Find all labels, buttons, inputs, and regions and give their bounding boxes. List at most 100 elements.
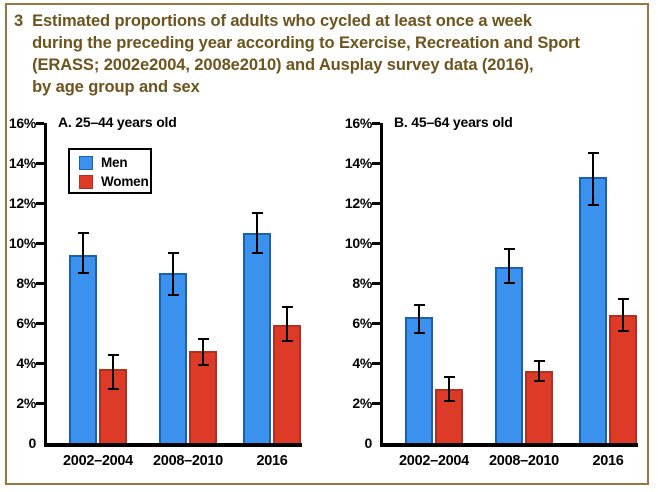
chart-panel-a: 0 2% 4% 6% 8% 10% 12% 14% 16% A. 25–44 years old 2… (0, 110, 330, 488)
error-bar-cap-bottom (587, 204, 599, 206)
y-tick (372, 242, 380, 245)
x-axis (380, 443, 638, 447)
error-bar-line-women-1 (538, 361, 540, 381)
figure-title-line-3: (ERASS; 2002e2004, 2008e2010) and Auspla… (32, 56, 534, 74)
bar-men-2 (579, 177, 607, 443)
error-bar-cap-top (503, 248, 515, 250)
y-tick (36, 122, 44, 125)
x-category-label: 2016 (592, 453, 624, 469)
y-tick-label: 0 (28, 435, 37, 451)
men-color-swatch (79, 155, 93, 170)
error-bar-cap-top (413, 304, 425, 306)
y-tick-label: 14% (8, 155, 36, 171)
error-bar-line-women-0 (448, 377, 450, 401)
y-tick-label: 12% (344, 195, 372, 211)
chart-title: A. 25–44 years old (58, 114, 177, 130)
error-bar-line-men-1 (172, 253, 174, 295)
error-bar-cap-top (617, 298, 629, 300)
error-bar-cap-bottom (77, 272, 89, 274)
error-bar-cap-top (587, 152, 599, 154)
y-tick-label: 12% (8, 195, 36, 211)
bar-men-0 (69, 255, 97, 443)
error-bar-cap-top (197, 338, 209, 340)
error-bar-cap-top (77, 232, 89, 234)
legend-box: Men Women (68, 148, 152, 194)
error-bar-cap-bottom (167, 294, 179, 296)
error-bar-cap-top (167, 252, 179, 254)
x-category-label: 2002–2004 (63, 453, 133, 469)
y-tick-label: 16% (8, 115, 36, 131)
error-bar-cap-top (107, 354, 119, 356)
error-bar-cap-bottom (533, 380, 545, 382)
error-bar-cap-bottom (251, 252, 263, 254)
y-tick-label: 14% (344, 155, 372, 171)
y-tick-label: 10% (8, 235, 36, 251)
bar-men-2 (243, 233, 271, 443)
y-tick-label: 10% (344, 235, 372, 251)
error-bar-cap-bottom (443, 400, 455, 402)
y-tick (372, 282, 380, 285)
y-tick (372, 362, 380, 365)
y-tick (372, 322, 380, 325)
y-tick (372, 402, 380, 405)
error-bar-cap-bottom (107, 388, 119, 390)
error-bar-cap-bottom (281, 340, 293, 342)
error-bar-cap-bottom (617, 330, 629, 332)
legend-label-men: Men (101, 155, 128, 170)
y-axis (380, 123, 383, 447)
y-tick-label: 8% (352, 275, 372, 291)
y-tick (372, 202, 380, 205)
x-category-label: 2016 (256, 453, 288, 469)
figure-title-line-2: during the preceding year according to E… (32, 34, 580, 52)
x-category-label: 2008–2010 (489, 453, 559, 469)
error-bar-line-men-0 (82, 233, 84, 273)
bar-women-2 (273, 325, 301, 443)
legend-label-women: Women (101, 174, 149, 189)
y-axis (44, 123, 47, 447)
error-bar-cap-top (533, 360, 545, 362)
women-color-swatch (79, 174, 93, 189)
error-bar-line-women-2 (622, 299, 624, 331)
y-tick-label: 4% (16, 355, 36, 371)
y-tick-label: 8% (16, 275, 36, 291)
x-axis (44, 443, 302, 447)
y-tick-label: 16% (344, 115, 372, 131)
y-tick (372, 122, 380, 125)
legend-item-women: Women (79, 173, 150, 190)
bar-men-0 (405, 317, 433, 443)
y-tick-label: 6% (16, 315, 36, 331)
error-bar-cap-bottom (197, 364, 209, 366)
y-tick-label: 6% (352, 315, 372, 331)
y-tick (36, 322, 44, 325)
bar-men-1 (495, 267, 523, 443)
error-bar-line-men-1 (508, 249, 510, 283)
bar-women-1 (525, 371, 553, 443)
y-tick (36, 402, 44, 405)
error-bar-line-women-0 (112, 355, 114, 389)
chart-panel-b: 0 2% 4% 6% 8% 10% 12% 14% 16% B. 45–64 years old 2… (336, 110, 658, 488)
chart-title: B. 45–64 years old (394, 114, 513, 130)
bar-women-2 (609, 315, 637, 443)
y-tick (36, 282, 44, 285)
y-tick (36, 362, 44, 365)
figure-title-text: Estimated proportions of adults who cycl… (32, 10, 580, 98)
y-tick (36, 162, 44, 165)
error-bar-line-women-1 (202, 339, 204, 365)
y-tick-label: 0 (364, 435, 373, 451)
error-bar-line-men-2 (592, 153, 594, 205)
bar-men-1 (159, 273, 187, 443)
y-tick-label: 2% (352, 395, 372, 411)
error-bar-line-men-2 (256, 213, 258, 253)
error-bar-line-women-2 (286, 307, 288, 341)
error-bar-cap-top (281, 306, 293, 308)
figure-title-line-1: Estimated proportions of adults who cycl… (32, 12, 532, 30)
y-tick (36, 242, 44, 245)
x-category-label: 2008–2010 (153, 453, 223, 469)
y-tick-label: 4% (352, 355, 372, 371)
error-bar-cap-bottom (413, 332, 425, 334)
error-bar-cap-bottom (503, 282, 515, 284)
y-tick (372, 162, 380, 165)
figure-title-line-4: by age group and sex (32, 78, 200, 96)
legend-item-men: Men (79, 154, 150, 171)
